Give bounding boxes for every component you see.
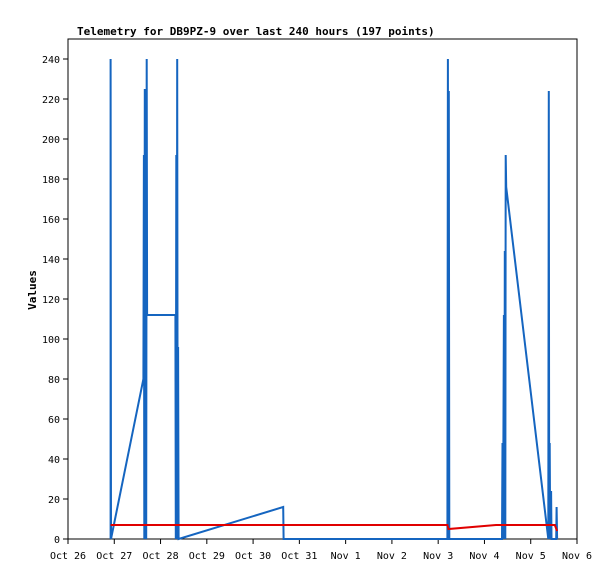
y-tick-label: 60 (48, 415, 60, 426)
y-tick-label: 200 (42, 135, 60, 146)
y-tick-label: 100 (42, 335, 60, 346)
y-tick-label: 120 (42, 295, 60, 306)
x-tick-label: Nov 6 (562, 551, 592, 562)
x-tick-label: Oct 28 (142, 551, 178, 562)
x-tick-label: Oct 27 (96, 551, 132, 562)
y-tick-label: 240 (42, 55, 60, 66)
y-tick-label: 80 (48, 375, 60, 386)
chart-title: Telemetry for DB9PZ-9 over last 240 hour… (77, 25, 435, 38)
x-tick-label: Nov 4 (469, 551, 499, 562)
y-tick-label: 0 (54, 535, 60, 546)
y-tick-label: 140 (42, 255, 60, 266)
y-tick-label: 20 (48, 495, 60, 506)
x-tick-label: Nov 3 (423, 551, 453, 562)
y-tick-label: 40 (48, 455, 60, 466)
y-tick-label: 180 (42, 175, 60, 186)
x-tick-label: Oct 30 (235, 551, 271, 562)
y-axis-label: Values (26, 270, 39, 310)
plot-area: 0 20 40 60 80 100 120 140 160 180 200 220 240 Oct 26 O… (42, 38, 592, 562)
x-tick-label: Nov 5 (516, 551, 546, 562)
x-tick-label: Nov 2 (377, 551, 407, 562)
x-tick-label: Oct 26 (50, 551, 86, 562)
x-tick-label: Nov 1 (331, 551, 361, 562)
x-tick-label: Oct 31 (281, 551, 317, 562)
series-line-1 (110, 524, 559, 532)
series-line-0 (109, 58, 559, 541)
y-tick-label: 160 (42, 215, 60, 226)
x-tick-label: Oct 29 (189, 551, 225, 562)
y-tick-label: 220 (42, 95, 60, 106)
